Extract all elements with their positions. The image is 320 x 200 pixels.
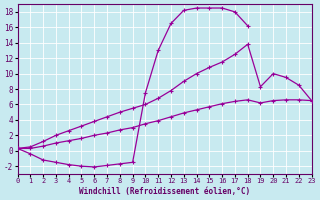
X-axis label: Windchill (Refroidissement éolien,°C): Windchill (Refroidissement éolien,°C): [79, 187, 250, 196]
